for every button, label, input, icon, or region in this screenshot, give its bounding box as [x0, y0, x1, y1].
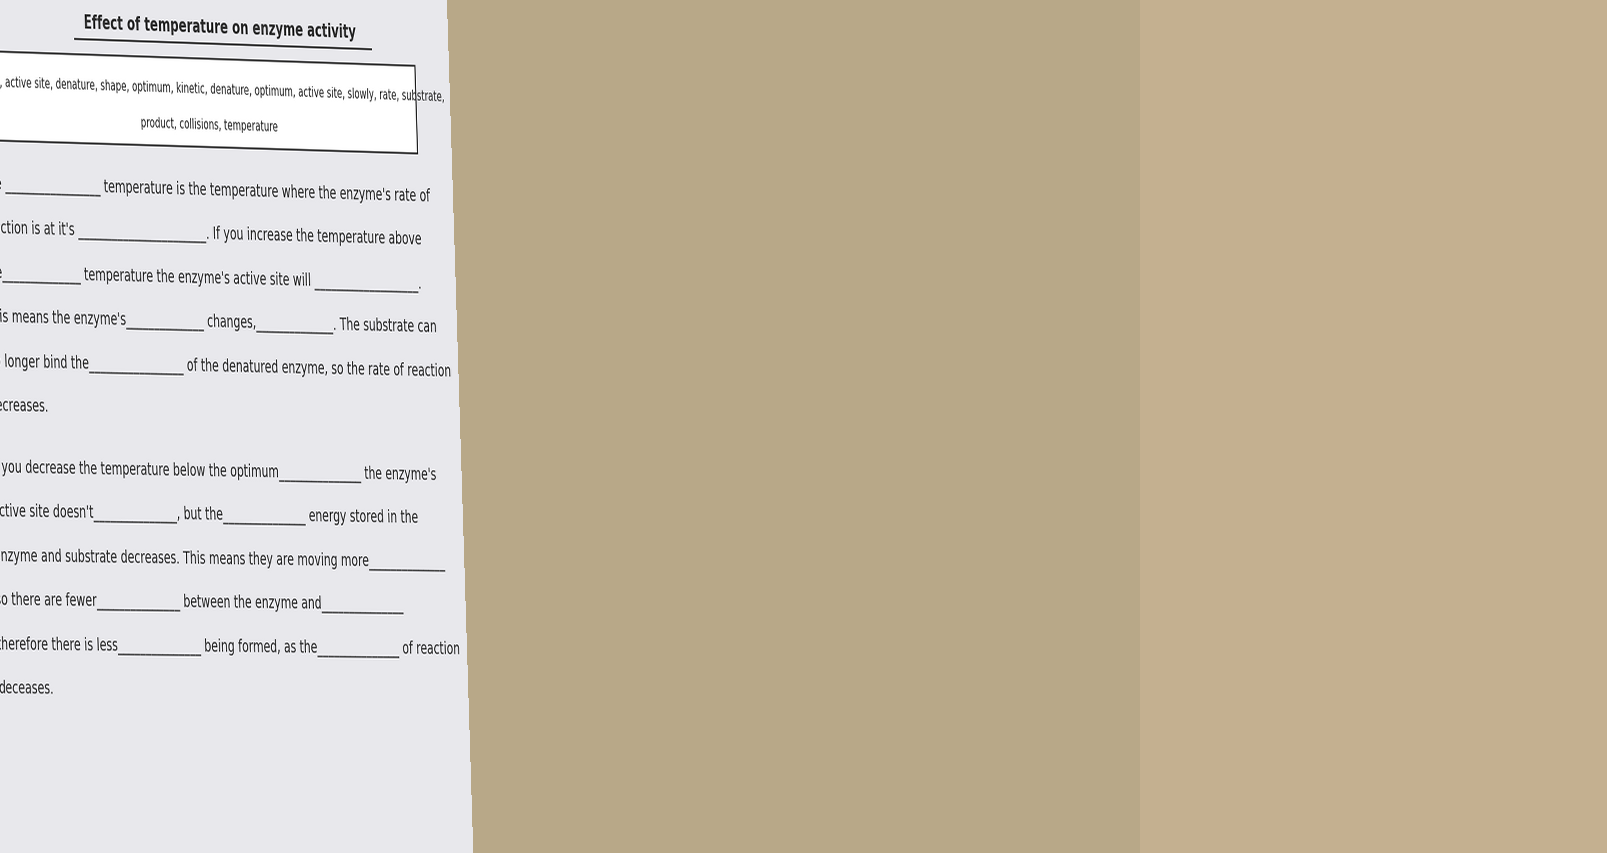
Bar: [1139, 0, 1607, 853]
